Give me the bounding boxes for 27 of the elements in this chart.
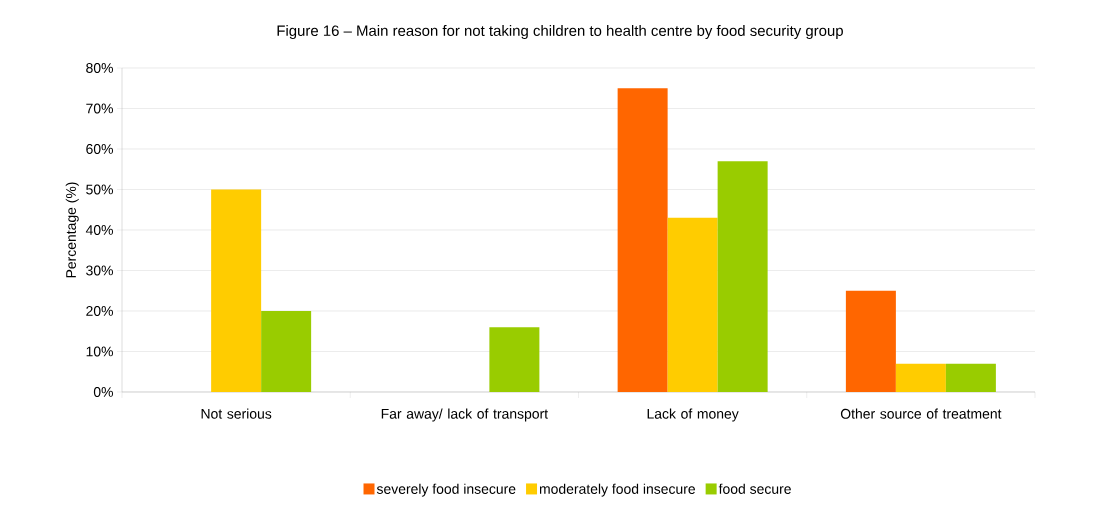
bar bbox=[667, 217, 718, 392]
y-tick-label: 30% bbox=[86, 265, 113, 276]
y-tick-label: 80% bbox=[86, 63, 113, 73]
y-tick-label: 10% bbox=[86, 346, 113, 357]
y-axis-title: Percentage (%) bbox=[65, 182, 79, 278]
chart-title: Figure 16 – Main reason for not taking children to health centre by food security group bbox=[277, 25, 843, 39]
x-tick-label: Other source of treatment bbox=[840, 408, 1002, 419]
x-tick-label: Not serious bbox=[201, 408, 272, 419]
legend-label: severely food insecure bbox=[376, 483, 516, 497]
bar bbox=[717, 161, 768, 392]
x-tick-label: Far away/ lack of transport bbox=[381, 408, 548, 422]
legend-label: moderately food insecure bbox=[539, 483, 695, 497]
bar bbox=[845, 290, 896, 392]
bar bbox=[895, 363, 946, 392]
y-tick-label: 0% bbox=[93, 387, 113, 397]
legend-label: food secure bbox=[718, 483, 791, 494]
bar bbox=[261, 310, 312, 392]
y-tick-label: 20% bbox=[86, 306, 113, 316]
y-tick-label: 40% bbox=[85, 225, 113, 235]
bar bbox=[489, 327, 540, 392]
y-tick-label: 50% bbox=[86, 184, 113, 195]
bar bbox=[211, 189, 262, 392]
bar bbox=[617, 88, 668, 392]
bar bbox=[945, 363, 996, 392]
x-tick-label: Lack of money bbox=[647, 408, 739, 422]
y-tick-label: 60% bbox=[86, 144, 113, 154]
y-tick-label: 70% bbox=[86, 103, 113, 114]
